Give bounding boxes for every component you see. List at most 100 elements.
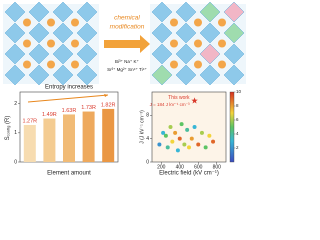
octahedron — [199, 64, 221, 86]
atom — [218, 60, 226, 69]
y-axis-label: J (J kV⁻¹ cm⁻³) — [139, 110, 145, 144]
octahedron — [175, 22, 197, 44]
x-tick-label: 600 — [194, 164, 203, 170]
point — [161, 130, 166, 135]
point — [182, 142, 187, 147]
y-axis-label: Sconfig (R) — [5, 116, 11, 141]
arrow-text: chemical — [114, 15, 140, 22]
x-tick-label: 800 — [213, 164, 222, 170]
octahedron — [4, 43, 26, 65]
point — [192, 125, 197, 129]
colorbar-tick-label: 6 — [236, 117, 239, 122]
arrow — [104, 35, 150, 53]
x-axis-label: Element amount — [47, 171, 91, 177]
y-tick-label: 0 — [146, 159, 149, 165]
point — [157, 142, 162, 147]
plot-frame — [151, 91, 227, 163]
octahedron — [199, 43, 221, 65]
annotation: Entropy increases — [45, 85, 93, 91]
point — [185, 127, 190, 132]
y-tick-label: 8 — [146, 113, 149, 119]
highlight-label: This work — [168, 95, 190, 101]
colorbar-tick-label: 8 — [236, 103, 239, 108]
colorbar-tick-label: 2 — [236, 145, 239, 150]
octahedron — [223, 43, 245, 65]
bar — [82, 111, 95, 162]
octahedron — [28, 43, 50, 65]
value-label: 1.82R — [101, 102, 116, 108]
atom — [47, 39, 55, 48]
value-label: 1.27R — [22, 118, 37, 124]
octahedron — [52, 1, 74, 23]
atom — [47, 60, 55, 69]
octahedron — [4, 64, 26, 86]
octahedron — [52, 64, 74, 86]
atom — [23, 39, 31, 48]
octahedron — [28, 22, 50, 44]
point — [211, 139, 216, 144]
point — [170, 139, 175, 144]
octahedron — [151, 22, 173, 44]
charts: 0 1 2 1.27R 1.49R 1.63R 1.73R 1.82R Entropy incr… — [14, 85, 241, 177]
octahedron — [175, 1, 197, 23]
y-tick-label: 4 — [146, 136, 149, 142]
point — [196, 142, 201, 147]
value-label: 1.63R — [62, 108, 77, 114]
y-label-part: (R) — [5, 116, 11, 126]
point — [179, 122, 184, 127]
bar — [43, 118, 56, 162]
arrow-text: modification — [110, 24, 145, 31]
highlight-annotation: J = 184 J kV⁻¹ cm⁻³ — [150, 102, 190, 107]
y-label-part: config — [6, 126, 11, 137]
octahedron — [223, 64, 245, 86]
ions: Bi³⁺ Na⁺ K⁺ — [115, 59, 140, 64]
octahedron — [76, 22, 98, 44]
figure: chemical modification Bi³⁺ Na⁺ K⁺ Sr²⁺ M… — [3, 1, 246, 177]
octahedron — [151, 64, 173, 86]
annotation-arrow — [27, 94, 109, 103]
ions: Sr²⁺ Mg²⁺ Sn⁴⁺ Ti⁴⁺ — [107, 67, 147, 72]
octahedron — [151, 43, 173, 65]
atom — [170, 18, 178, 27]
octahedron — [28, 64, 50, 86]
octahedron — [199, 22, 221, 44]
atom — [71, 60, 79, 69]
point — [187, 145, 191, 150]
point — [203, 145, 208, 150]
octahedron — [4, 22, 26, 44]
atom — [170, 39, 178, 48]
highlight-point — [191, 97, 198, 104]
atom — [23, 18, 31, 27]
colorbar-tick-label: 4 — [236, 131, 239, 136]
bar — [63, 114, 75, 162]
value-label: 1.49R — [42, 112, 57, 118]
atom — [194, 39, 202, 48]
x-tick-label: 200 — [157, 164, 166, 170]
point — [189, 136, 194, 141]
y-tick-label: 0 — [14, 159, 17, 165]
colorbar — [229, 91, 235, 163]
atom — [47, 18, 55, 27]
bar — [102, 108, 115, 162]
atom — [218, 39, 226, 48]
colorbar-tick-label: 10 — [236, 89, 242, 94]
point — [165, 145, 170, 150]
octahedron — [199, 1, 221, 23]
crystal-illustration — [3, 1, 246, 86]
value-label: 1.73R — [81, 105, 96, 111]
arrow-head — [104, 94, 108, 97]
octahedron — [76, 43, 98, 65]
y-tick-label: 2 — [14, 101, 17, 107]
octahedron — [4, 1, 26, 23]
point — [207, 133, 212, 138]
point — [168, 125, 173, 129]
atom — [194, 60, 202, 69]
octahedron — [28, 1, 50, 23]
octahedron — [175, 43, 197, 65]
octahedron — [223, 1, 245, 23]
octahedron — [76, 64, 98, 86]
octahedron — [52, 22, 74, 44]
y-tick-label: 1 — [14, 130, 17, 136]
point — [175, 148, 180, 153]
x-axis-label: Electric field (kV cm⁻¹) — [159, 171, 219, 177]
